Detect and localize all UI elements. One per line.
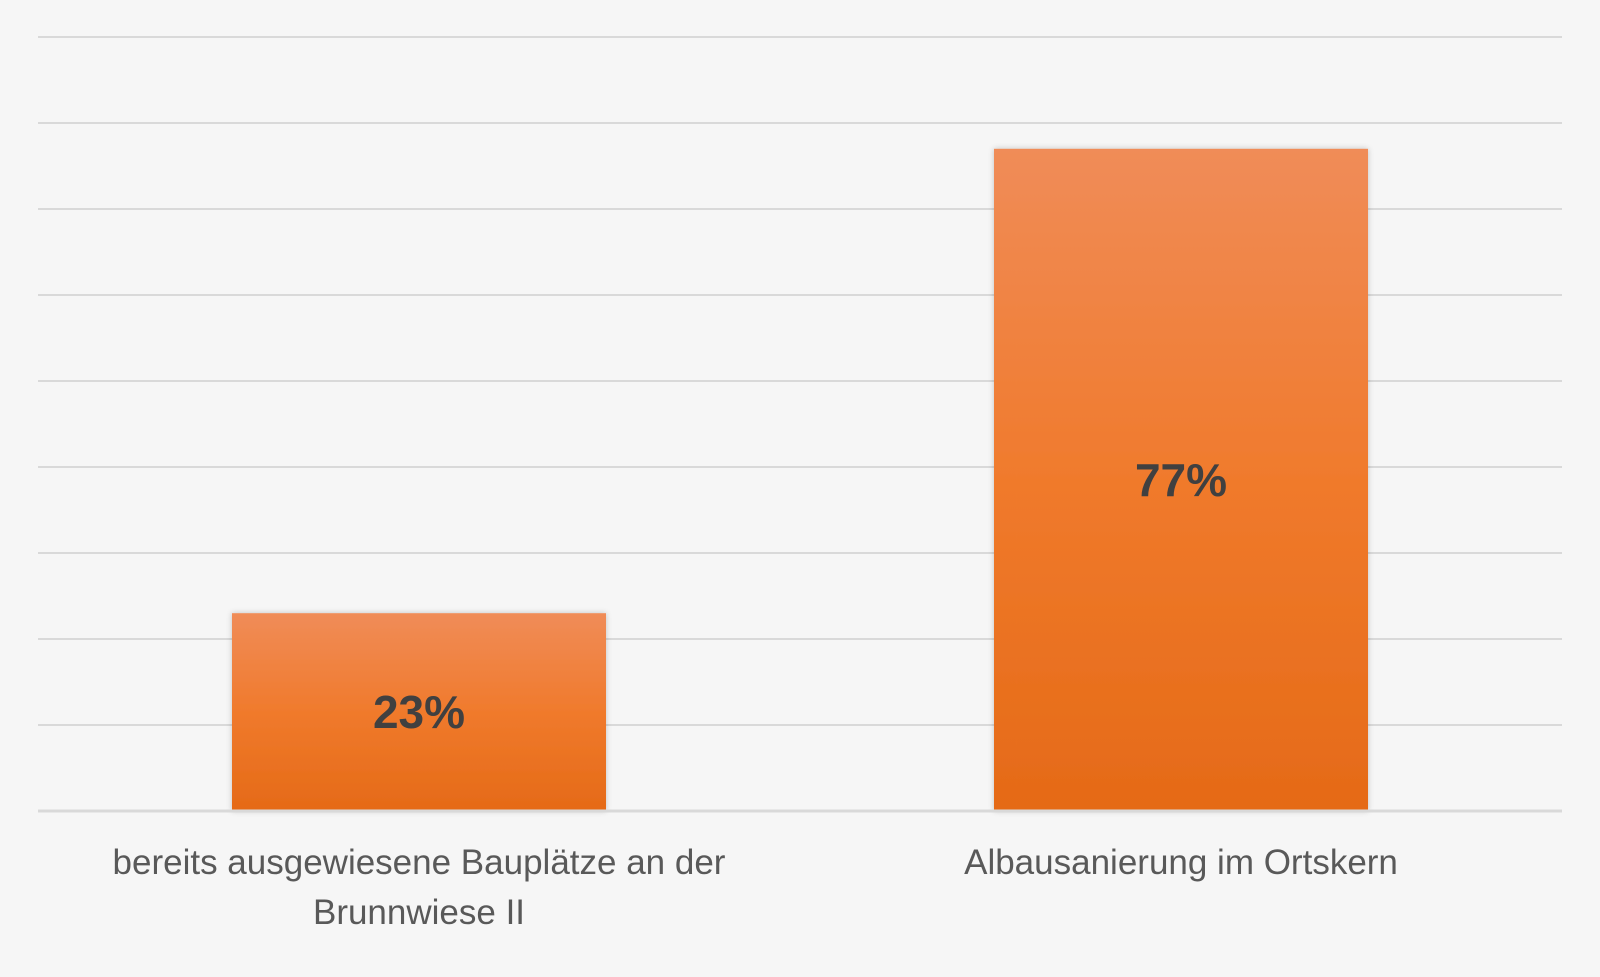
data-label: 23%	[373, 686, 465, 738]
category-label: bereits ausgewiesene Bauplätze an der Br…	[112, 843, 726, 932]
value-labels: 23% 77%	[373, 454, 1227, 738]
bar-1	[232, 613, 606, 811]
data-label: 77%	[1135, 454, 1227, 506]
bar-2	[994, 148, 1368, 812]
bars	[232, 148, 1368, 812]
category-label: Albausanierung im Ortskern	[964, 843, 1398, 882]
